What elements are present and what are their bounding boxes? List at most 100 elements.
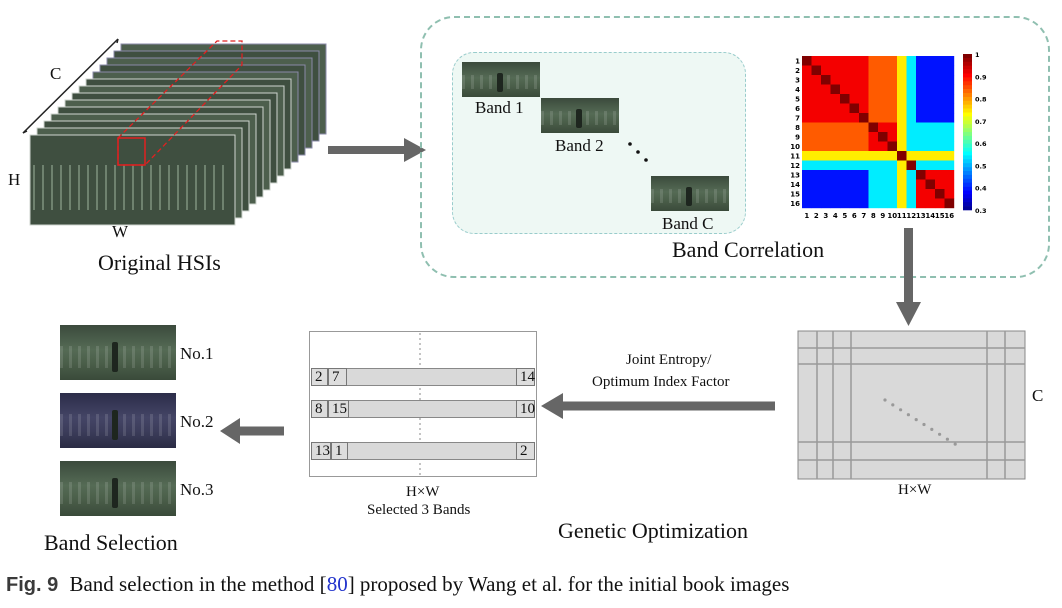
heatmap-col-label: 16 (944, 212, 954, 220)
heatmap-cell (897, 198, 907, 209)
heatmap-cell (840, 141, 850, 152)
heatmap-cell (944, 198, 955, 209)
heatmap-cell (878, 75, 888, 85)
heatmap-cell (811, 75, 822, 85)
heatmap-cell (887, 132, 898, 142)
colorbar-segment (963, 139, 972, 144)
heatmap-cell (925, 189, 936, 199)
heatmap-row-label: 13 (790, 172, 800, 180)
hsi-axis-w: W (112, 222, 129, 241)
heatmap-cell (944, 75, 955, 85)
heatmap-cell (897, 151, 907, 161)
heatmap-col-label: 14 (925, 212, 935, 220)
heatmap-cell (821, 198, 831, 209)
heatmap-cell (811, 65, 822, 76)
heatmap-cell (897, 113, 907, 123)
colorbar-segment (963, 116, 972, 121)
matrix-label-hw: H×W (898, 482, 932, 498)
heatmap-cell (868, 56, 879, 66)
caption-ref-link[interactable]: 80 (326, 572, 348, 596)
chromosome-panel (309, 331, 537, 477)
heatmap-cell (944, 141, 955, 152)
heatmap-col-label: 15 (935, 212, 945, 220)
heatmap-cell (897, 170, 907, 180)
heatmap-cell (802, 84, 812, 95)
colorbar-segment (963, 93, 972, 98)
colorbar-segment (963, 57, 972, 63)
heatmap-row-label: 10 (790, 143, 800, 151)
heatmap-cell (887, 170, 898, 180)
colorbar-segment (963, 112, 972, 117)
heatmap-cell (925, 160, 936, 171)
hsi-stack (10, 35, 330, 235)
heatmap-cell (944, 179, 955, 190)
heatmap-cell (925, 132, 936, 142)
heatmap-cell (868, 189, 879, 199)
heatmap-cell (802, 151, 812, 161)
heatmap-cell (906, 56, 917, 66)
heatmap-col-label: 12 (906, 212, 916, 220)
heatmap-cell (821, 94, 831, 104)
heatmap-cell (830, 94, 841, 104)
heatmap-cell (811, 113, 822, 123)
colorbar-segment (963, 135, 972, 141)
colorbar-segment (963, 182, 972, 187)
band-c-label: Band C (662, 214, 714, 233)
colorbar-segment (963, 174, 972, 180)
heatmap-row-label: 16 (790, 200, 800, 208)
heatmap-cell (811, 179, 822, 190)
caption-fig-number: Fig. 9 (6, 574, 59, 596)
heatmap-cell (878, 84, 888, 95)
heatmap-col-label: 9 (880, 212, 885, 220)
heatmap-col-label: 5 (842, 212, 847, 220)
heatmap-cell (868, 170, 879, 180)
matrix-diagonal-dot (945, 437, 949, 441)
heatmap-cell (935, 141, 945, 152)
heatmap-cell (840, 94, 850, 104)
heatmap-cell (935, 198, 945, 209)
heatmap-cell (821, 75, 831, 85)
heatmap-cell (897, 65, 907, 76)
heatmap-cell (878, 170, 888, 180)
heatmap-cell (944, 84, 955, 95)
heatmap-cell (906, 113, 917, 123)
heatmap-cell (925, 56, 936, 66)
colorbar-segment (963, 85, 972, 90)
heatmap-cell (859, 160, 869, 171)
colorbar-segment (963, 194, 972, 199)
heatmap-cell (849, 132, 860, 142)
heatmap-cell (916, 189, 926, 199)
chromosome-row-3-gene-a: 13 (311, 442, 331, 460)
matrix-diagonal-dot (883, 398, 887, 402)
heatmap-cell (944, 113, 955, 123)
colorbar-segment (963, 202, 972, 207)
heatmap-cell (887, 75, 898, 85)
chromosome-row-2-gene-b: 15 (328, 400, 349, 418)
heatmap-col-label: 6 (852, 212, 857, 220)
heatmap-cell (802, 122, 812, 133)
chromosome-row-1-gene-a: 2 (311, 368, 328, 386)
colorbar-tick: 0.7 (975, 118, 987, 126)
band-c-image (651, 176, 729, 211)
band-1-label: Band 1 (475, 98, 524, 117)
heatmap-cell (897, 122, 907, 133)
matrix-diagonal-dot (953, 442, 957, 446)
heatmap-cell (897, 179, 907, 190)
heatmap-cell (897, 84, 907, 95)
heatmap-cell (906, 132, 917, 142)
heatmap-cell (878, 179, 888, 190)
heatmap-cell (925, 75, 936, 85)
heatmap-cell (859, 103, 869, 114)
ellipsis-dots (628, 142, 648, 162)
heatmap-cell (840, 151, 850, 161)
heatmap-cell (811, 170, 822, 180)
heatmap-cell (840, 65, 850, 76)
heatmap-cell (830, 75, 841, 85)
chromosome-row-1-gene-b: 7 (328, 368, 347, 386)
heatmap-cell (868, 94, 879, 104)
caption-text-post: ] proposed by Wang et al. for the initia… (347, 572, 790, 596)
colorbar-segment (963, 198, 972, 203)
heatmap-cell (849, 151, 860, 161)
heatmap-cell (916, 151, 926, 161)
colorbar-segment (963, 151, 972, 156)
